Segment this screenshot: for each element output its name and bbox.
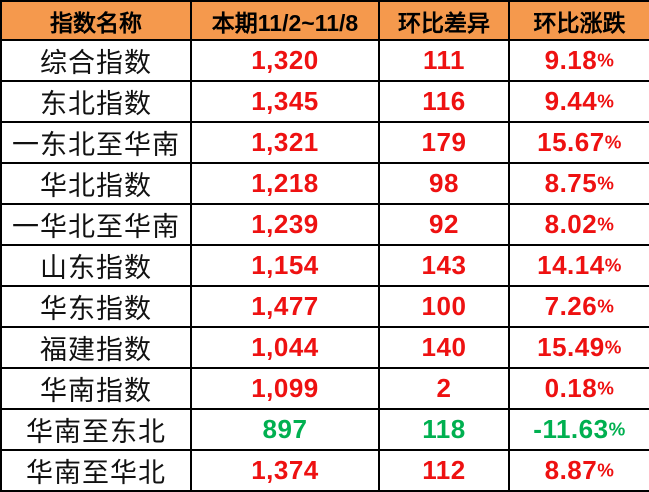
index-name-cell: 东北指数 <box>0 80 192 123</box>
table-row: 华南至东北 897 118 -11.63% <box>0 408 649 451</box>
col-header-diff: 环比差异 <box>378 0 510 41</box>
change-cell: 8.75% <box>508 162 649 205</box>
current-value-cell: 1,477 <box>190 285 380 328</box>
current-value-cell: 1,321 <box>190 121 380 164</box>
index-name-cell: 华南至东北 <box>0 408 192 451</box>
percent-sign: % <box>604 336 622 358</box>
current-value-cell: 1,345 <box>190 80 380 123</box>
diff-cell: 100 <box>378 285 510 328</box>
table-row: 华东指数 1,477 100 7.26% <box>0 285 649 328</box>
table-row: 山东指数 1,154 143 14.14% <box>0 244 649 287</box>
change-cell: 9.44% <box>508 80 649 123</box>
diff-cell: 140 <box>378 326 510 369</box>
percent-sign: % <box>597 90 615 112</box>
percent-sign: % <box>597 49 615 71</box>
current-value-cell: 1,374 <box>190 449 380 492</box>
table-row: 一东北至华南 1,321 179 15.67% <box>0 121 649 164</box>
table-row: 福建指数 1,044 140 15.49% <box>0 326 649 369</box>
table-body: 综合指数 1,320 111 9.18% 东北指数 1,345 116 9.44% 一东北至华南… <box>0 39 649 492</box>
change-value: 8.02 <box>544 209 598 239</box>
table-row: 一华北至华南 1,239 92 8.02% <box>0 203 649 246</box>
diff-cell: 112 <box>378 449 510 492</box>
change-cell: 8.87% <box>508 449 649 492</box>
change-value: 9.18 <box>544 45 598 75</box>
diff-cell: 116 <box>378 80 510 123</box>
current-value-cell: 1,218 <box>190 162 380 205</box>
change-value: 15.67 <box>537 127 605 157</box>
diff-cell: 118 <box>378 408 510 451</box>
change-value: 15.49 <box>537 332 605 362</box>
current-value-cell: 1,099 <box>190 367 380 410</box>
table-row: 华南至华北 1,374 112 8.87% <box>0 449 649 492</box>
percent-sign: % <box>597 172 615 194</box>
diff-cell: 98 <box>378 162 510 205</box>
percent-sign: % <box>604 131 622 153</box>
change-cell: 0.18% <box>508 367 649 410</box>
current-value-cell: 1,320 <box>190 39 380 82</box>
current-value-cell: 1,154 <box>190 244 380 287</box>
percent-sign: % <box>608 418 626 440</box>
index-name-cell: 华北指数 <box>0 162 192 205</box>
table-row: 华南指数 1,099 2 0.18% <box>0 367 649 410</box>
percent-sign: % <box>604 254 622 276</box>
percent-sign: % <box>597 213 615 235</box>
change-cell: 9.18% <box>508 39 649 82</box>
index-name-cell: 综合指数 <box>0 39 192 82</box>
table-row: 东北指数 1,345 116 9.44% <box>0 80 649 123</box>
change-value: 8.87 <box>544 455 598 485</box>
index-name-cell: 一华北至华南 <box>0 203 192 246</box>
percent-sign: % <box>597 295 615 317</box>
table-row: 综合指数 1,320 111 9.18% <box>0 39 649 82</box>
change-value: -11.63 <box>533 414 609 444</box>
col-header-change: 环比涨跌 <box>508 0 649 41</box>
diff-cell: 2 <box>378 367 510 410</box>
diff-cell: 92 <box>378 203 510 246</box>
change-value: 9.44 <box>544 86 598 116</box>
col-header-current-period: 本期11/2~11/8 <box>190 0 380 41</box>
change-cell: 8.02% <box>508 203 649 246</box>
index-name-cell: 一东北至华南 <box>0 121 192 164</box>
current-value-cell: 1,044 <box>190 326 380 369</box>
diff-cell: 179 <box>378 121 510 164</box>
change-value: 8.75 <box>544 168 598 198</box>
percent-sign: % <box>597 377 615 399</box>
index-name-cell: 华东指数 <box>0 285 192 328</box>
col-header-index-name: 指数名称 <box>0 0 192 41</box>
change-cell: 14.14% <box>508 244 649 287</box>
current-value-cell: 1,239 <box>190 203 380 246</box>
change-cell: 15.67% <box>508 121 649 164</box>
diff-cell: 111 <box>378 39 510 82</box>
diff-cell: 143 <box>378 244 510 287</box>
change-cell: 15.49% <box>508 326 649 369</box>
index-name-cell: 华南至华北 <box>0 449 192 492</box>
table-row: 华北指数 1,218 98 8.75% <box>0 162 649 205</box>
index-name-cell: 山东指数 <box>0 244 192 287</box>
change-cell: 7.26% <box>508 285 649 328</box>
percent-sign: % <box>597 459 615 481</box>
change-value: 7.26 <box>544 291 598 321</box>
change-cell: -11.63% <box>508 408 649 451</box>
index-name-cell: 华南指数 <box>0 367 192 410</box>
index-name-cell: 福建指数 <box>0 326 192 369</box>
change-value: 0.18 <box>544 373 598 403</box>
header-row: 指数名称 本期11/2~11/8 环比差异 环比涨跌 <box>0 0 649 41</box>
current-value-cell: 897 <box>190 408 380 451</box>
table-header: 指数名称 本期11/2~11/8 环比差异 环比涨跌 <box>0 0 649 41</box>
change-value: 14.14 <box>537 250 605 280</box>
